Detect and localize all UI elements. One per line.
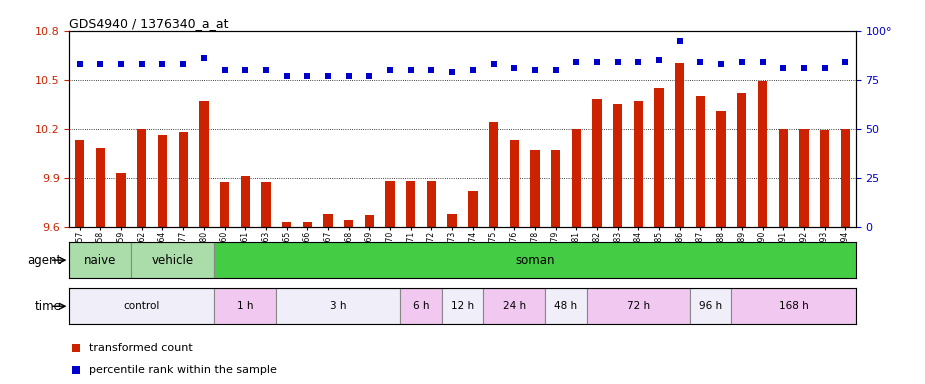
- Bar: [592, 99, 601, 227]
- Bar: [737, 93, 746, 227]
- Bar: [302, 222, 312, 227]
- Bar: [820, 130, 829, 227]
- Bar: [634, 101, 643, 227]
- Bar: [96, 148, 105, 227]
- Bar: [215, 242, 856, 278]
- Bar: [448, 214, 457, 227]
- Bar: [510, 140, 519, 227]
- Bar: [654, 88, 664, 227]
- Text: 1 h: 1 h: [237, 301, 253, 311]
- Bar: [572, 129, 581, 227]
- Bar: [779, 129, 788, 227]
- Bar: [401, 288, 442, 324]
- Bar: [277, 288, 401, 324]
- Bar: [468, 190, 477, 227]
- Bar: [696, 96, 705, 227]
- Bar: [799, 129, 808, 227]
- Text: vehicle: vehicle: [152, 254, 194, 266]
- Bar: [489, 122, 499, 227]
- Text: 3 h: 3 h: [330, 301, 347, 311]
- Text: agent: agent: [27, 254, 61, 266]
- Bar: [717, 111, 726, 227]
- Bar: [483, 288, 545, 324]
- Bar: [841, 129, 850, 227]
- Bar: [240, 176, 250, 227]
- Bar: [215, 288, 277, 324]
- Bar: [675, 63, 684, 227]
- Bar: [426, 181, 436, 227]
- Text: 48 h: 48 h: [554, 301, 577, 311]
- Bar: [551, 150, 561, 227]
- Bar: [613, 104, 623, 227]
- Bar: [586, 288, 690, 324]
- Bar: [69, 242, 131, 278]
- Bar: [282, 222, 291, 227]
- Text: 168 h: 168 h: [779, 301, 808, 311]
- Bar: [131, 242, 215, 278]
- Text: 96 h: 96 h: [699, 301, 722, 311]
- Text: transformed count: transformed count: [89, 343, 192, 353]
- Text: time: time: [34, 300, 61, 313]
- Bar: [69, 288, 215, 324]
- Bar: [545, 288, 586, 324]
- Text: GDS4940 / 1376340_a_at: GDS4940 / 1376340_a_at: [69, 17, 228, 30]
- Bar: [324, 214, 333, 227]
- Bar: [530, 150, 539, 227]
- Text: control: control: [124, 301, 160, 311]
- Text: percentile rank within the sample: percentile rank within the sample: [89, 365, 277, 375]
- Bar: [406, 181, 415, 227]
- Bar: [690, 288, 732, 324]
- Text: 6 h: 6 h: [413, 301, 429, 311]
- Bar: [732, 288, 856, 324]
- Bar: [442, 288, 483, 324]
- Bar: [199, 101, 208, 227]
- Bar: [344, 220, 353, 227]
- Text: 12 h: 12 h: [451, 301, 474, 311]
- Text: soman: soman: [515, 254, 555, 266]
- Bar: [220, 182, 229, 227]
- Bar: [261, 182, 271, 227]
- Bar: [179, 132, 188, 227]
- Bar: [137, 129, 146, 227]
- Text: naive: naive: [84, 254, 117, 266]
- Bar: [758, 81, 767, 227]
- Bar: [364, 215, 374, 227]
- Bar: [75, 140, 84, 227]
- Text: 24 h: 24 h: [502, 301, 525, 311]
- Bar: [386, 181, 395, 227]
- Bar: [117, 173, 126, 227]
- Bar: [158, 135, 167, 227]
- Text: 72 h: 72 h: [627, 301, 650, 311]
